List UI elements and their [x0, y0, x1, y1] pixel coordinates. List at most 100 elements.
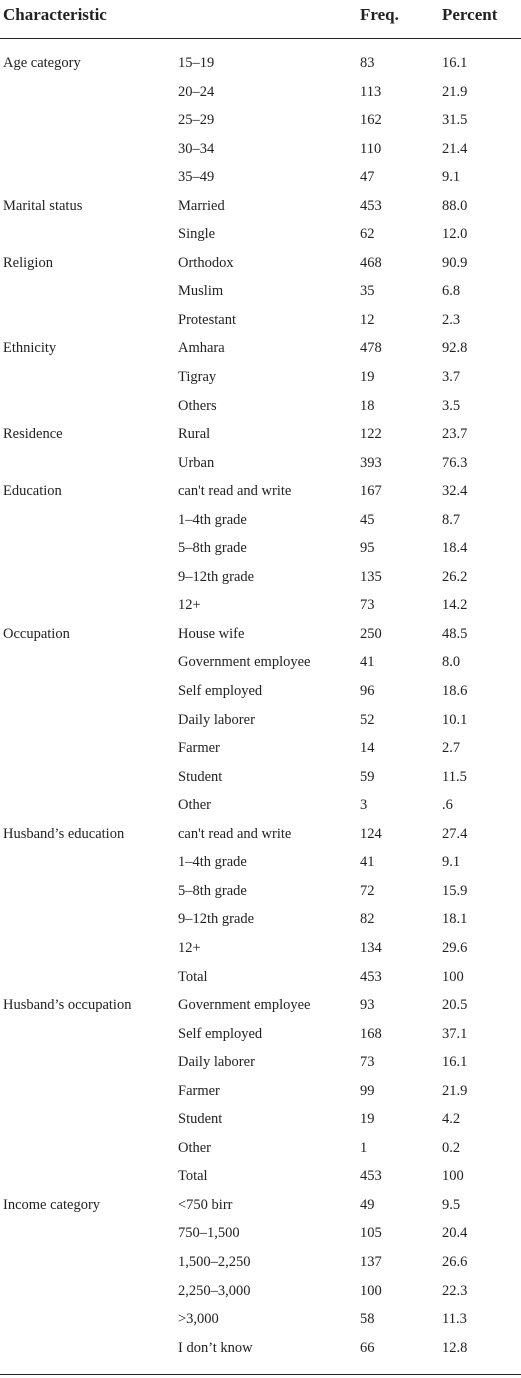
row-freq: 49 — [360, 1196, 375, 1213]
row-percent: 100 — [442, 968, 464, 985]
row-category: Farmer — [178, 740, 220, 757]
row-percent: 90.9 — [442, 254, 468, 271]
row-freq: 93 — [360, 997, 375, 1014]
table-row: Single 62 12.0 — [0, 220, 521, 249]
table-body: Age category 15–19 83 16.1 20–24 113 21.9 25–29… — [0, 49, 521, 1362]
row-category: Daily laborer — [178, 1054, 255, 1071]
table-row: 5–8th grade 95 18.4 — [0, 534, 521, 563]
row-category: 12+ — [178, 597, 201, 614]
row-percent: 9.5 — [442, 1196, 461, 1213]
row-characteristic: Marital status — [3, 197, 83, 214]
table-row: Muslim 35 6.8 — [0, 277, 521, 306]
row-characteristic: Residence — [3, 426, 63, 443]
table-row: Urban 393 76.3 — [0, 449, 521, 478]
row-category: Total — [178, 968, 208, 985]
table-row: 12+ 73 14.2 — [0, 591, 521, 620]
table-row: 1–4th grade 45 8.7 — [0, 506, 521, 535]
row-category: 5–8th grade — [178, 882, 247, 899]
row-category: Rural — [178, 426, 211, 443]
row-percent: 48.5 — [442, 625, 468, 642]
row-freq: 41 — [360, 854, 375, 871]
row-percent: 26.2 — [442, 568, 468, 585]
row-category: Other — [178, 797, 212, 814]
table-header: Characteristic Freq. Percent — [0, 0, 521, 38]
row-freq: 59 — [360, 768, 375, 785]
row-category: 35–49 — [178, 169, 215, 186]
row-category: Government employee — [178, 654, 311, 671]
header-characteristic: Characteristic — [3, 5, 107, 24]
table-row: Other 3 .6 — [0, 791, 521, 820]
table-row: Daily laborer 52 10.1 — [0, 706, 521, 735]
header-percent: Percent — [442, 5, 498, 24]
row-percent: 15.9 — [442, 882, 468, 899]
table-row: Self employed 96 18.6 — [0, 677, 521, 706]
table-row: Farmer 99 21.9 — [0, 1077, 521, 1106]
row-freq: 66 — [360, 1339, 375, 1356]
row-freq: 52 — [360, 711, 375, 728]
table-row: Education can't read and write 167 32.4 — [0, 477, 521, 506]
row-percent: 22.3 — [442, 1282, 468, 1299]
row-percent: 16.1 — [442, 1054, 468, 1071]
row-freq: 124 — [360, 825, 382, 842]
row-category: Tigray — [178, 369, 217, 386]
row-category: Single — [178, 226, 216, 243]
row-percent: 0.2 — [442, 1139, 461, 1156]
row-category: Muslim — [178, 283, 224, 300]
row-category: 25–29 — [178, 112, 215, 129]
row-freq: 41 — [360, 654, 375, 671]
table-row: Total 453 100 — [0, 1162, 521, 1191]
row-percent: 9.1 — [442, 854, 461, 871]
row-freq: 105 — [360, 1225, 382, 1242]
row-percent: 76.3 — [442, 454, 468, 471]
row-freq: 162 — [360, 112, 382, 129]
table-row: 12+ 134 29.6 — [0, 934, 521, 963]
row-freq: 58 — [360, 1311, 375, 1328]
table-row: Others 18 3.5 — [0, 392, 521, 421]
row-category: Daily laborer — [178, 711, 255, 728]
table-row: 30–34 110 21.4 — [0, 135, 521, 164]
row-category: Total — [178, 1168, 208, 1185]
row-category: Student — [178, 1111, 223, 1128]
row-category: 5–8th grade — [178, 540, 247, 557]
row-freq: 1 — [360, 1139, 368, 1156]
row-characteristic: Ethnicity — [3, 340, 57, 357]
header-rule — [0, 38, 521, 39]
row-percent: 32.4 — [442, 483, 468, 500]
row-freq: 250 — [360, 625, 382, 642]
table-row: 750–1,500 105 20.4 — [0, 1219, 521, 1248]
row-characteristic: Age category — [3, 55, 81, 71]
row-characteristic: Occupation — [3, 625, 70, 642]
row-category: 9–12th grade — [178, 911, 255, 928]
row-freq: 453 — [360, 968, 382, 985]
row-category: can't read and write — [178, 483, 292, 500]
row-freq: 99 — [360, 1082, 375, 1099]
table-row: Total 453 100 — [0, 963, 521, 992]
table-row: Other 1 0.2 — [0, 1134, 521, 1163]
row-percent: 11.3 — [442, 1311, 467, 1328]
row-percent: 20.4 — [442, 1225, 468, 1242]
row-percent: 4.2 — [442, 1111, 461, 1128]
row-category: Other — [178, 1139, 212, 1156]
row-freq: 19 — [360, 369, 375, 386]
row-category: Orthodox — [178, 254, 234, 271]
table-row: Farmer 14 2.7 — [0, 734, 521, 763]
row-freq: 137 — [360, 1253, 382, 1270]
row-percent: .6 — [442, 797, 453, 814]
row-percent: 6.8 — [442, 283, 461, 300]
row-percent: 37.1 — [442, 1025, 468, 1042]
table-row: Protestant 12 2.3 — [0, 306, 521, 335]
row-category: 12+ — [178, 939, 201, 956]
row-category: 1–4th grade — [178, 511, 247, 528]
table-row: 2,250–3,000 100 22.3 — [0, 1277, 521, 1306]
row-category: 30–34 — [178, 140, 215, 157]
row-characteristic: Religion — [3, 254, 53, 271]
table-row: Husband’s education can't read and write 1… — [0, 820, 521, 849]
row-percent: 18.6 — [442, 683, 468, 700]
row-freq: 167 — [360, 483, 382, 500]
row-freq: 134 — [360, 939, 382, 956]
table-row: 9–12th grade 82 18.1 — [0, 905, 521, 934]
row-percent: 20.5 — [442, 997, 468, 1014]
row-category: Amhara — [178, 340, 225, 357]
row-percent: 31.5 — [442, 112, 468, 129]
row-category: >3,000 — [178, 1311, 219, 1328]
